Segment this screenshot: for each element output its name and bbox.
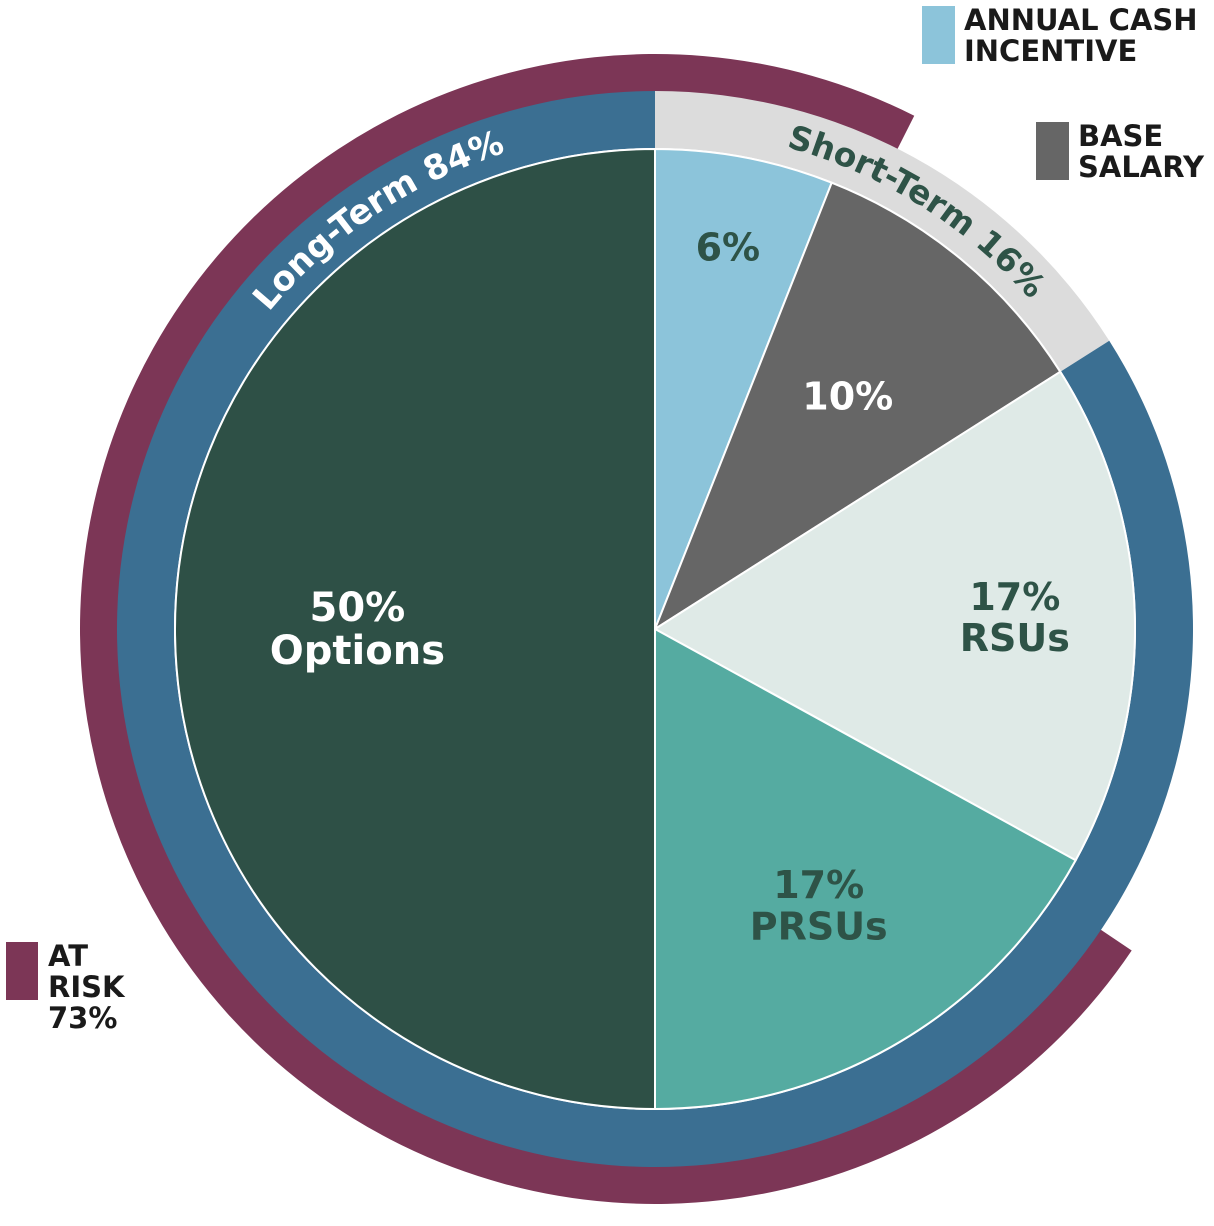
legend-item-annual-cash-incentive: ANNUAL CASH INCENTIVE	[922, 3, 1198, 68]
short-term-ring-arc	[655, 91, 1110, 372]
legend-swatch	[922, 6, 955, 64]
legend-label: BASE SALARY	[1078, 119, 1205, 184]
pie-slices	[174, 147, 1136, 1111]
legend-label: AT RISK 73%	[48, 939, 126, 1035]
legend-item-at-risk-73-: AT RISK 73%	[6, 939, 126, 1035]
legend-label: ANNUAL CASH INCENTIVE	[964, 3, 1198, 68]
slice-label-options: 50% Options	[270, 585, 445, 674]
slice-rsus	[653, 370, 1136, 862]
slice-label-base-salary: 10%	[802, 374, 893, 418]
slice-prsus	[654, 627, 1077, 1111]
slice-options	[174, 147, 656, 1111]
slice-annual-cash-incentive	[654, 147, 833, 630]
slice-label-prsus: 17% PRSUs	[750, 863, 888, 948]
slice-label-rsus: 17% RSUs	[960, 575, 1070, 660]
legend-swatch	[6, 942, 38, 1000]
legend-swatch	[1036, 122, 1069, 180]
slice-labels: 6% 10% 17% RSUs 17% PRSUs 50% Options	[270, 225, 1070, 948]
term-ring	[116, 91, 1193, 1167]
slice-label-annual-cash-incentive: 6%	[696, 225, 761, 269]
legend-item-base-salary: BASE SALARY	[1036, 119, 1205, 184]
legend: ANNUAL CASH INCENTIVE BASE SALARY AT RISK 73%	[6, 3, 1205, 1035]
slice-base-salary	[652, 181, 1062, 632]
